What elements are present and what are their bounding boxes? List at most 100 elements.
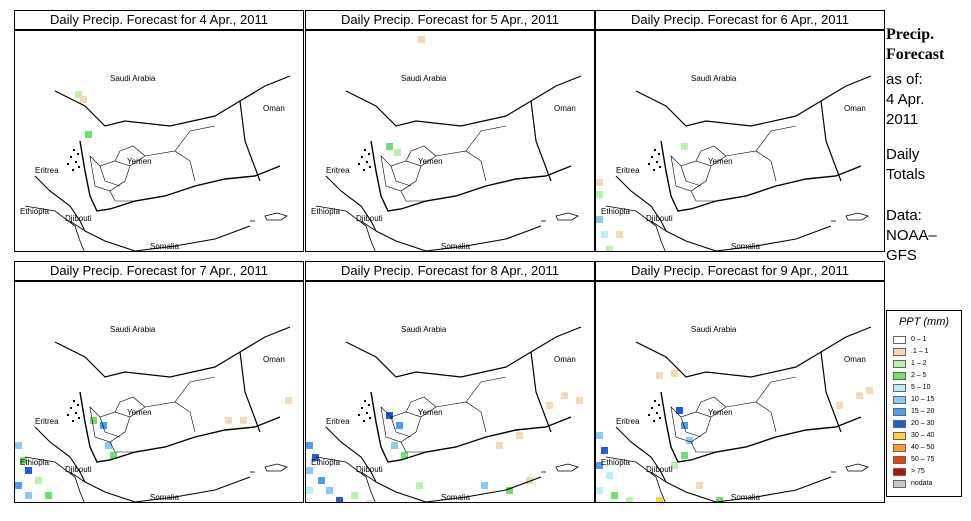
legend-item: 40 – 50 (893, 443, 959, 453)
province-border (114, 145, 146, 167)
country-border (360, 220, 377, 232)
precip-cell (225, 417, 232, 424)
island (264, 212, 288, 221)
country-border (360, 471, 377, 483)
precip-cell (836, 402, 843, 409)
island-dot (658, 153, 660, 155)
island-dot (368, 404, 370, 406)
country-border (239, 100, 261, 182)
precip-cell (606, 246, 613, 251)
precip-cell (306, 467, 313, 474)
legend-swatch (893, 396, 906, 404)
island-dot (648, 163, 650, 165)
precip-cell (866, 387, 873, 394)
coastline (79, 140, 281, 212)
precip-cell (418, 36, 425, 43)
province-border (405, 396, 437, 418)
province-border (670, 155, 712, 192)
province-border (755, 376, 797, 403)
label-eritrea: Eritrea (326, 417, 350, 426)
precip-cell (25, 467, 32, 474)
map-canvas: Saudi Arabia Oman Yemen Eritrea Ethiopia Djib… (311, 36, 582, 251)
legend-label: .1 – 1 (911, 348, 929, 355)
label-oman: Oman (263, 104, 285, 113)
map-canvas: Saudi Arabia Oman Yemen Eritrea Ethiopia Djib… (20, 74, 291, 251)
label-yemen: Yemen (418, 157, 443, 166)
label-djibouti: Djibouti (356, 214, 383, 223)
precip-cell (601, 231, 608, 238)
country-border (345, 326, 582, 378)
island-dot (73, 400, 75, 402)
island-dot (77, 404, 79, 406)
coastline (325, 426, 542, 502)
precip-cell (20, 457, 27, 464)
precip-cell (15, 442, 22, 449)
label-saudi-arabia: Saudi Arabia (401, 325, 447, 334)
map-canvas: Saudi Arabia Oman Yemen Eritrea Ethiopia Djib… (596, 74, 872, 251)
legend-item: 30 – 40 (893, 431, 959, 441)
precip-cell (391, 442, 398, 449)
precip-cell (326, 487, 333, 494)
precip-cell (596, 179, 603, 186)
precip-cell (516, 432, 523, 439)
legend-swatch (893, 432, 906, 440)
province-border (109, 190, 135, 202)
label-djibouti: Djibouti (356, 465, 383, 474)
precip-cell (681, 452, 688, 459)
label-somalia: Somalia (150, 242, 179, 251)
province-border (390, 165, 412, 187)
ppt-legend: PPT (mm) 0 – 1 .1 – 1 1 – 2 2 – 5 5 – 10 10 –… (886, 310, 962, 497)
precip-cell (45, 492, 52, 499)
island-dot (363, 420, 365, 422)
label-eritrea: Eritrea (616, 417, 640, 426)
label-eritrea: Eritrea (35, 166, 59, 175)
precip-cell (15, 482, 22, 489)
label-saudi-arabia: Saudi Arabia (691, 74, 737, 83)
precip-cell (100, 422, 107, 429)
precip-cell (312, 454, 319, 461)
precip-cell (110, 452, 117, 459)
forecast-map: Saudi Arabia Oman Yemen Eritrea Ethiopia Djib… (305, 30, 595, 252)
island (264, 463, 288, 472)
precip-cell (35, 477, 42, 484)
province-border (390, 416, 412, 438)
island-dot (363, 169, 365, 171)
legend-label: 15 – 20 (911, 408, 935, 415)
province-border (465, 125, 507, 152)
sidebar-title: Precip. Forecast (886, 25, 944, 65)
island-dot (77, 153, 79, 155)
island (845, 463, 869, 472)
legend-item: 2 – 5 (893, 371, 959, 381)
country-border (24, 456, 85, 502)
label-djibouti: Djibouti (65, 214, 92, 223)
precip-cell (716, 497, 723, 502)
totals-line1: Daily (886, 146, 920, 163)
island-dot (364, 400, 366, 402)
sidebar-title-line2: Forecast (886, 46, 945, 63)
island-dot (70, 407, 72, 409)
legend-label: 30 – 40 (911, 432, 935, 439)
province-border (435, 401, 487, 433)
province-border (174, 125, 216, 152)
label-ethiopia: Ethiopia (601, 458, 630, 467)
precip-cell (656, 497, 663, 502)
province-border (690, 441, 716, 453)
province-border (144, 150, 196, 182)
sidebar-title-line1: Precip. (886, 26, 935, 43)
legend-item: 15 – 20 (893, 407, 959, 417)
island-dot (648, 414, 650, 416)
province-border (465, 376, 507, 403)
panel-title: Daily Precip. Forecast for 6 Apr., 2011 (595, 10, 885, 30)
island-dot (653, 420, 655, 422)
province-border (380, 406, 422, 443)
forecast-panel-6: Daily Precip. Forecast for 9 Apr., 2011 … (595, 261, 885, 503)
precip-cell (646, 502, 653, 503)
label-ethiopia: Ethiopia (311, 458, 340, 467)
precip-cell (761, 502, 768, 503)
forecast-map: Saudi Arabia Oman Yemen Eritrea Ethiopia Djib… (595, 30, 885, 252)
panel-title: Daily Precip. Forecast for 5 Apr., 2011 (305, 10, 595, 30)
province-border (89, 155, 131, 192)
province-border (114, 396, 146, 418)
legend-swatch (893, 408, 906, 416)
label-eritrea: Eritrea (616, 166, 640, 175)
